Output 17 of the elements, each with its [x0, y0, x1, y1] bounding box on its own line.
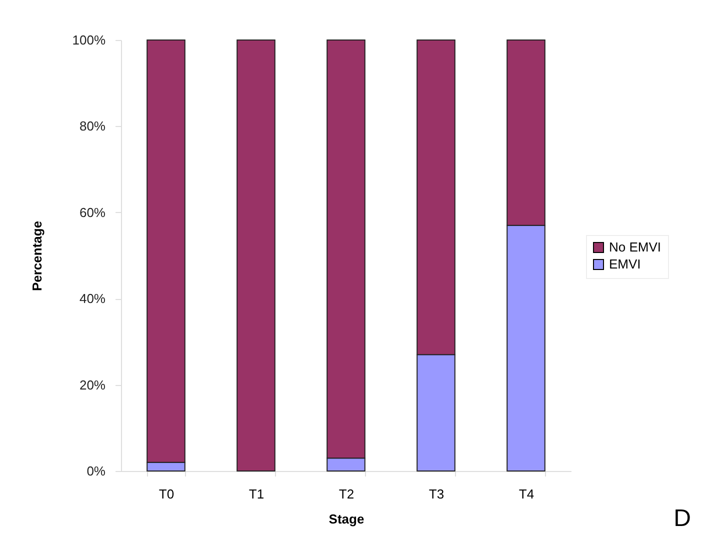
legend-label: No EMVI	[609, 240, 662, 254]
legend-label: EMVI	[609, 256, 641, 272]
y-tick-label: 0%	[86, 464, 106, 478]
x-tick-label: T0	[158, 486, 174, 502]
y-tick-label: 40%	[79, 291, 106, 306]
y-axis-title: Percentage	[29, 220, 44, 292]
bar	[236, 40, 276, 472]
x-tick-label: T1	[248, 486, 264, 502]
y-tick-label: 60%	[79, 204, 106, 220]
x-tick-label: T4	[518, 486, 534, 502]
x-tick-label: T2	[338, 486, 354, 502]
y-tick-label: 80%	[79, 118, 106, 134]
x-tick-label: T3	[428, 486, 444, 502]
x-axis-title: Stage	[328, 512, 364, 526]
y-tick-label: 100%	[72, 32, 106, 48]
y-tick-label: 20%	[79, 377, 106, 392]
text: D	[674, 505, 691, 532]
